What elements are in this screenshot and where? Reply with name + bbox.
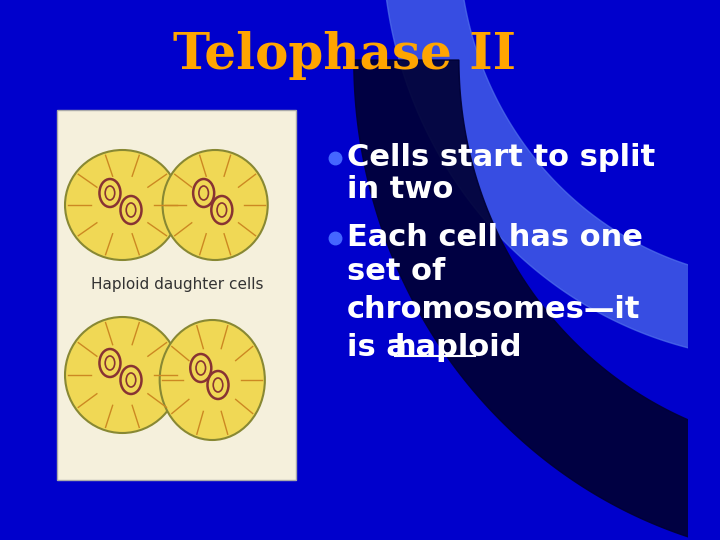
Polygon shape	[382, 0, 720, 360]
Text: in two: in two	[347, 176, 454, 205]
Ellipse shape	[65, 150, 180, 260]
FancyBboxPatch shape	[58, 110, 297, 480]
Text: is a: is a	[347, 334, 418, 362]
Text: set of: set of	[347, 258, 446, 287]
Text: chromosomes—it: chromosomes—it	[347, 295, 641, 325]
Text: haploid: haploid	[395, 334, 523, 362]
Polygon shape	[354, 60, 720, 540]
Text: Haploid daughter cells: Haploid daughter cells	[91, 278, 263, 293]
Text: Telophase II: Telophase II	[173, 30, 516, 79]
Text: Cells start to split: Cells start to split	[347, 144, 655, 172]
Ellipse shape	[163, 150, 268, 260]
Ellipse shape	[160, 320, 265, 440]
Ellipse shape	[65, 317, 180, 433]
Text: Each cell has one: Each cell has one	[347, 224, 643, 253]
